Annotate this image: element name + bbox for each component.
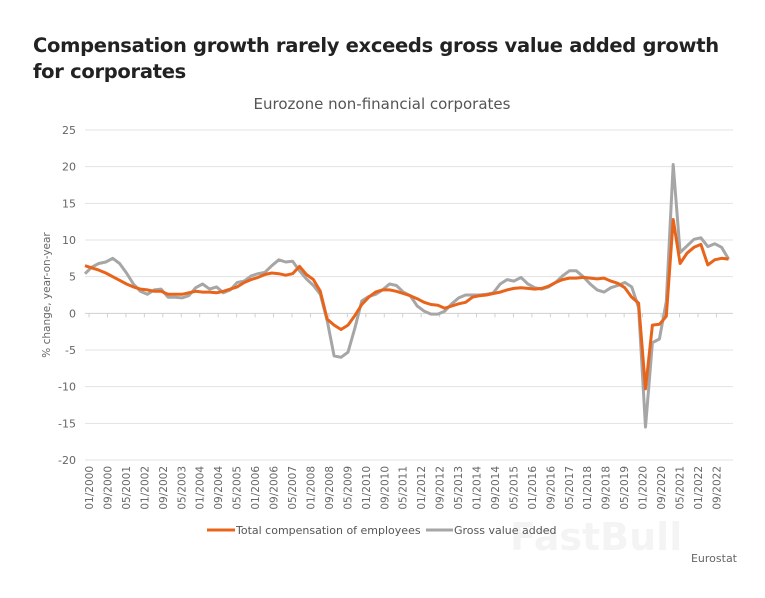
x-tick-label: 01/2010 bbox=[361, 466, 373, 510]
x-tick-label: 09/2016 bbox=[545, 466, 557, 510]
x-tick-label: 09/2000 bbox=[102, 466, 114, 510]
page-title: Compensation growth rarely exceeds gross… bbox=[33, 34, 719, 83]
x-tick-label: 05/2007 bbox=[287, 466, 299, 510]
y-axis-label: % change, year-on-year bbox=[41, 232, 53, 358]
x-tick-label: 09/2012 bbox=[435, 466, 447, 510]
y-tick-label: -10 bbox=[58, 381, 76, 394]
y-tick-label: 20 bbox=[62, 161, 76, 174]
y-tick-label: 25 bbox=[62, 124, 76, 137]
x-tick-label: 01/2002 bbox=[139, 466, 151, 510]
x-tick-label: 01/2008 bbox=[305, 466, 317, 510]
x-tick-label: 01/2000 bbox=[84, 466, 96, 510]
y-tick-label: 0 bbox=[69, 307, 76, 320]
x-tick-label: 05/2009 bbox=[342, 466, 354, 510]
legend: Total compensation of employees Gross va… bbox=[207, 524, 557, 537]
legend-label-compensation: Total compensation of employees bbox=[235, 524, 421, 537]
x-tick-label: 01/2016 bbox=[527, 466, 539, 510]
y-tick-label: 15 bbox=[62, 197, 76, 210]
x-tick-label: 01/2014 bbox=[472, 466, 484, 510]
y-tick-label: 5 bbox=[69, 271, 76, 284]
x-tick-label: 09/2006 bbox=[269, 466, 281, 510]
x-tick-label: 05/2003 bbox=[176, 466, 188, 510]
x-tick-label: 01/2012 bbox=[416, 466, 428, 510]
x-tick-label: 05/2011 bbox=[398, 466, 410, 510]
x-tick-label: 01/2006 bbox=[250, 466, 262, 510]
x-tick-label: 01/2022 bbox=[693, 466, 705, 510]
x-tick-label: 01/2018 bbox=[582, 466, 594, 510]
x-tick-label: 09/2014 bbox=[490, 466, 502, 510]
series-line-compensation bbox=[84, 218, 729, 391]
x-tick-label: 09/2010 bbox=[379, 466, 391, 510]
x-tick-label: 09/2020 bbox=[656, 466, 668, 510]
x-tick-label: 09/2008 bbox=[324, 466, 336, 510]
x-tick-label: 05/2001 bbox=[121, 466, 133, 510]
legend-label-gva: Gross value added bbox=[454, 524, 557, 537]
source-note: Eurostat bbox=[690, 552, 737, 565]
y-tick-label: -15 bbox=[58, 417, 76, 430]
x-tick-label: 09/2004 bbox=[213, 466, 225, 510]
x-tick-label: 05/2019 bbox=[619, 466, 631, 510]
x-tick-label: 05/2017 bbox=[564, 466, 576, 510]
x-tick-label: 09/2022 bbox=[711, 466, 723, 510]
x-tick-label: 01/2020 bbox=[638, 466, 650, 510]
x-tick-label: 09/2002 bbox=[158, 466, 170, 510]
x-tick-label: 05/2013 bbox=[453, 466, 465, 510]
x-tick-label: 05/2005 bbox=[232, 466, 244, 510]
y-tick-label: -20 bbox=[58, 454, 76, 467]
y-tick-label: 10 bbox=[62, 234, 76, 247]
chart-title: Eurozone non-financial corporates bbox=[254, 95, 511, 113]
x-tick-label: 05/2015 bbox=[508, 466, 520, 510]
x-tick-label: 09/2018 bbox=[601, 466, 613, 510]
y-tick-label: -5 bbox=[65, 344, 76, 357]
x-tick-label: 05/2021 bbox=[675, 466, 687, 510]
watermark: FastBull bbox=[510, 515, 682, 559]
x-tick-label: 01/2004 bbox=[195, 466, 207, 510]
